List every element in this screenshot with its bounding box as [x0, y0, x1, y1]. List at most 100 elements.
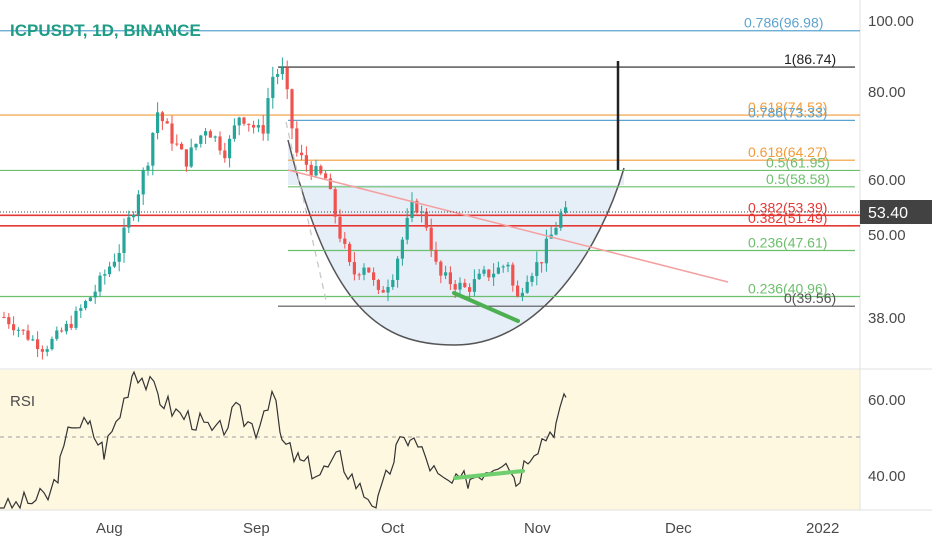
fib-level-label: 0.618(64.27) — [748, 144, 827, 160]
candle-body — [367, 267, 371, 273]
time-axis[interactable]: Aug Sep Oct Nov Dec 2022 — [96, 520, 839, 537]
candle-body — [103, 274, 107, 276]
candle-body — [223, 150, 227, 159]
candle-body — [26, 330, 30, 340]
candle-body — [271, 76, 275, 99]
candle-body — [127, 217, 131, 228]
candle-body — [501, 266, 505, 268]
candle-body — [304, 155, 308, 165]
candle-body — [199, 135, 203, 144]
candle-body — [55, 330, 59, 339]
rsi-panel[interactable] — [0, 370, 860, 510]
candle-body — [492, 273, 496, 278]
candle-body — [180, 143, 184, 150]
rsi-axis[interactable]: 60.00 40.00 — [868, 392, 906, 485]
date-label-aug: Aug — [96, 520, 123, 537]
candle-body — [362, 267, 366, 275]
candle-body — [487, 269, 491, 278]
candle-body — [108, 266, 112, 275]
candle-body — [98, 275, 102, 292]
candle-body — [376, 279, 380, 290]
candle-body — [228, 138, 232, 159]
candle-body — [410, 200, 414, 218]
price-divergence-line[interactable] — [452, 291, 520, 323]
candle-body — [132, 214, 136, 218]
fib-level-label: 0.618(74.53) — [748, 99, 827, 115]
candle-body — [314, 166, 318, 176]
candle-body — [405, 217, 409, 240]
date-label-2022: 2022 — [806, 520, 839, 537]
candle-body — [151, 132, 155, 166]
candle-body — [338, 216, 342, 239]
candle-body — [535, 262, 539, 276]
price-axis[interactable]: 100.00 80.00 60.00 50.00 38.00 — [868, 13, 914, 327]
descending-trendline[interactable] — [287, 169, 729, 283]
dashed-projection[interactable] — [285, 121, 327, 301]
candle-body — [477, 273, 481, 280]
candle-body — [232, 125, 236, 139]
rsi-divergence-line[interactable] — [453, 469, 525, 480]
candle-body — [520, 292, 524, 297]
candle-body — [386, 286, 390, 293]
candle-body — [564, 207, 568, 213]
candle-body — [64, 323, 68, 332]
candle-body — [400, 239, 404, 259]
candle-body — [453, 284, 457, 290]
price-tick: 38.00 — [868, 310, 906, 327]
candle-body — [458, 282, 462, 290]
candle-body — [525, 281, 529, 293]
candle-body — [21, 329, 25, 331]
candle-body — [175, 143, 179, 145]
candle-body — [160, 112, 164, 122]
candle-body — [280, 67, 284, 75]
candle-body — [79, 308, 83, 311]
candle-body — [424, 211, 428, 228]
candle-body — [328, 178, 332, 190]
price-badge-value: 53.40 — [868, 205, 908, 222]
candle-body — [439, 261, 443, 276]
candle-body — [468, 287, 472, 292]
price-tick: 100.00 — [868, 13, 914, 30]
fib-level-label: 0.786(96.98) — [744, 15, 823, 31]
candle-body — [208, 131, 212, 138]
candle-body — [170, 123, 174, 144]
candle-body — [482, 269, 486, 274]
cup-curve[interactable] — [287, 139, 625, 346]
candle-body — [184, 149, 188, 167]
candle-body — [511, 264, 515, 286]
candle-body — [156, 112, 160, 133]
candle-body — [2, 317, 6, 318]
candle-body — [290, 89, 294, 129]
candle-body — [237, 117, 241, 126]
fib-level-label: 0.236(47.61) — [748, 235, 827, 251]
candle-body — [93, 291, 97, 298]
candle-body — [194, 143, 198, 148]
fib-level-label: 0.236(40.96) — [748, 281, 827, 297]
candle-body — [122, 227, 126, 254]
candle-body — [309, 164, 313, 176]
candle-body — [472, 279, 476, 292]
candle-body — [247, 123, 251, 125]
candle-body — [357, 274, 361, 276]
candle-body — [112, 261, 116, 267]
candle-body — [434, 249, 438, 262]
price-tick: 50.00 — [868, 227, 906, 244]
candle-body — [352, 262, 356, 275]
candles — [2, 57, 568, 360]
candle-body — [319, 166, 323, 174]
candle-body — [372, 272, 376, 280]
candle-body — [141, 169, 145, 195]
candle-body — [69, 323, 73, 328]
fib-level-label: 0.382(51.49) — [748, 210, 827, 226]
candle-body — [252, 124, 256, 128]
date-label-nov: Nov — [524, 520, 551, 537]
candle-body — [420, 211, 424, 213]
candle-body — [7, 317, 11, 325]
candle-body — [165, 121, 169, 124]
price-badge — [860, 200, 932, 224]
candle-body — [559, 212, 563, 228]
candle-body — [256, 125, 260, 128]
candle-body — [391, 279, 395, 287]
candle-body — [348, 243, 352, 263]
